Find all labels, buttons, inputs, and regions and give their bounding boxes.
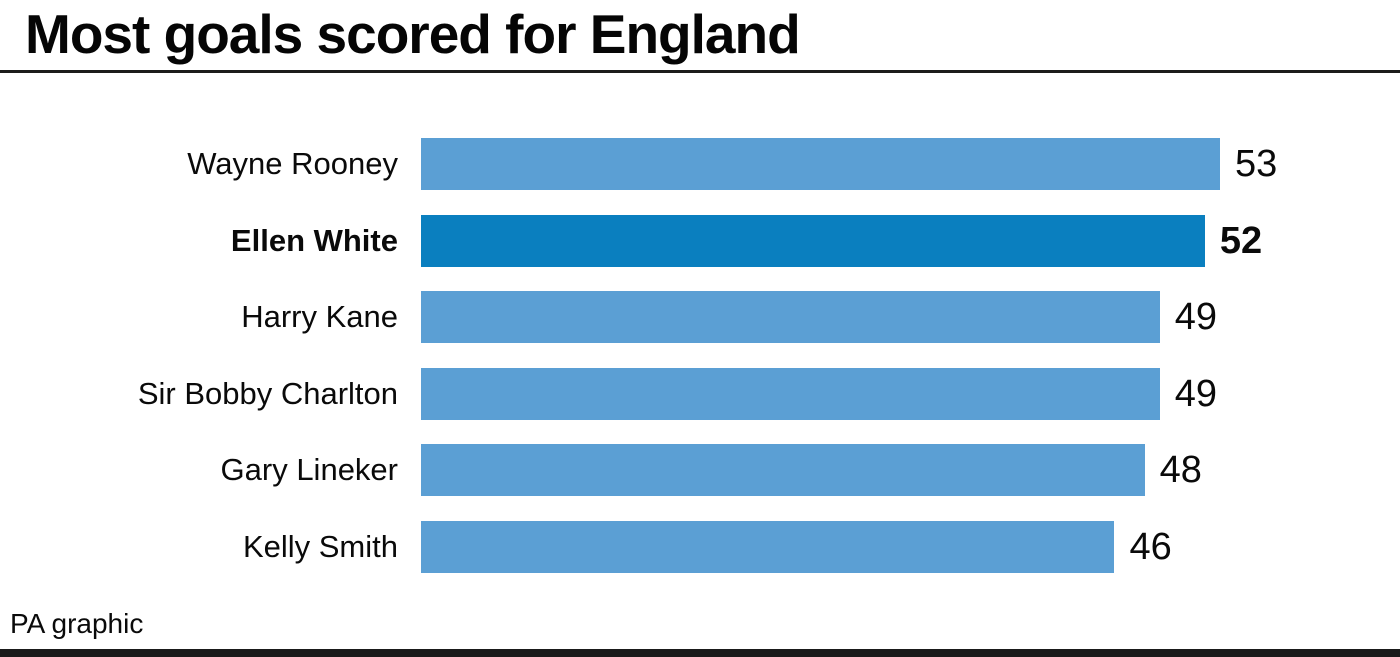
value-label: 49 — [1174, 296, 1217, 338]
bar — [421, 214, 1205, 267]
value-label: 49 — [1174, 372, 1217, 415]
title-divider — [0, 70, 1400, 73]
value-label: 48 — [1159, 449, 1202, 491]
footer-bar — [0, 649, 1400, 657]
bar — [421, 444, 1145, 496]
chart-row: Harry Kane 49 — [0, 291, 1400, 343]
chart-row: Ellen White 52 — [0, 214, 1400, 267]
category-label: Sir Bobby Charlton — [137, 375, 398, 411]
bar — [421, 367, 1160, 420]
category-label: Harry Kane — [241, 299, 398, 334]
bar — [421, 520, 1115, 573]
chart-row: Kelly Smith 46 — [0, 520, 1400, 573]
chart-row: Wayne Rooney 53 — [0, 138, 1400, 190]
bar — [421, 138, 1220, 190]
value-label: 53 — [1235, 143, 1278, 185]
category-label: Gary Lineker — [220, 452, 398, 487]
category-label: Wayne Rooney — [187, 146, 398, 181]
chart-row: Sir Bobby Charlton 49 — [0, 367, 1400, 420]
category-label: Ellen White — [230, 222, 398, 258]
category-label: Kelly Smith — [242, 528, 398, 564]
chart-title: Most goals scored for England — [25, 3, 801, 65]
bar — [421, 291, 1160, 343]
value-label: 46 — [1129, 525, 1172, 568]
credit-label: PA graphic — [10, 608, 144, 639]
bar-chart: Wayne Rooney 53 Ellen White 52 Harry Kan… — [0, 138, 1400, 597]
chart-row: Gary Lineker 48 — [0, 444, 1400, 496]
value-label: 52 — [1219, 219, 1263, 262]
